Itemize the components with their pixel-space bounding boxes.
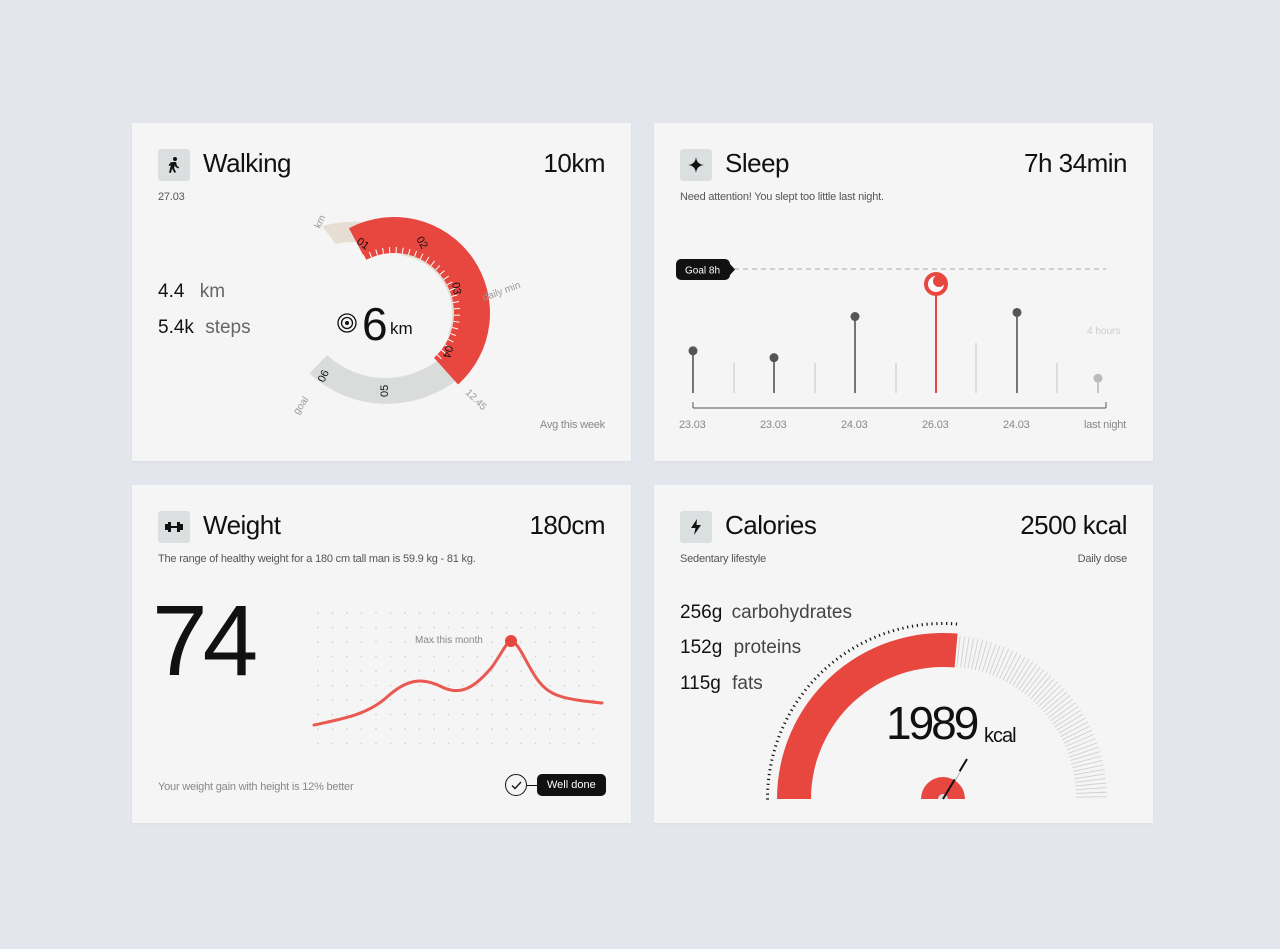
walking-goal-arc — [309, 355, 465, 404]
well-done-label: Well done — [537, 774, 606, 796]
well-done-badge[interactable]: Well done — [505, 774, 606, 796]
walking-stat-km: 4.4 km — [158, 281, 225, 303]
walking-stat-steps-value: 5.4k — [158, 317, 194, 338]
sleep-date-4: 24.03 — [1003, 419, 1030, 431]
weight-footer: Your weight gain with height is 12% bett… — [158, 781, 354, 793]
walking-tick-04: 04 — [440, 344, 455, 359]
walking-date: 27.03 — [158, 191, 185, 203]
walking-tick-03: 03 — [449, 281, 463, 295]
calories-card: Calories 2500 kcal Sedentary lifestyle D… — [654, 485, 1153, 823]
macro-proteins-value: 152g — [680, 637, 723, 658]
sleep-subtitle: Need attention! You slept too little las… — [680, 191, 884, 203]
weight-chart: Max this month — [312, 612, 604, 745]
sleep-chart: Goal 8h 4 hours — [676, 259, 1120, 409]
macro-proteins-label: proteins — [733, 637, 802, 658]
sleep-point — [769, 353, 779, 363]
walking-label-km: km — [313, 214, 329, 231]
calories-gauge-arc — [777, 633, 958, 799]
walking-stat-km-unit: km — [199, 281, 226, 302]
target-icon — [337, 313, 357, 333]
sleep-date-2: 24.03 — [841, 419, 868, 431]
walking-stat-steps-unit: steps — [205, 317, 251, 338]
calories-gauge-unit: kcal — [984, 725, 1016, 747]
walking-dial: 01 02 03 04 05 06 km daily min goal 12.4… — [291, 214, 522, 417]
macro-fats: 115g fats — [680, 673, 763, 695]
lightning-icon — [680, 511, 712, 543]
sleep-title: Sleep — [725, 148, 790, 178]
sleep-hint-4-hours: 4 hours — [1087, 326, 1120, 337]
weight-big-value: 74 — [152, 585, 258, 697]
walking-tick-05: 05 — [379, 385, 391, 397]
sleep-goal-badge: Goal 8h — [676, 259, 735, 280]
calories-title: Calories — [725, 510, 817, 540]
walking-tick-02: 02 — [413, 235, 430, 252]
macro-carbohydrates: 256g carbohydrates — [680, 602, 852, 624]
walking-stat-km-value: 4.4 — [158, 281, 185, 302]
calories-daily-dose-label: Daily dose — [1077, 553, 1128, 565]
calories-gauge: 1989 kcal — [766, 622, 1107, 800]
calories-gauge-ticks — [766, 622, 1107, 800]
sleep-goal-label: Goal 8h — [685, 266, 720, 277]
weight-curve — [312, 639, 604, 727]
sleep-date-labels: 23.03 23.03 24.03 26.03 24.03 last night — [654, 419, 1153, 433]
calories-daily-value: 2500 kcal — [1020, 510, 1127, 540]
macro-fats-label: fats — [732, 673, 763, 694]
sleep-date-1: 23.03 — [760, 419, 787, 431]
calories-subtitle: Sedentary lifestyle — [680, 553, 767, 565]
macro-fats-value: 115g — [680, 673, 721, 694]
sleep-card: Sleep 7h 34min Need attention! You slept… — [654, 123, 1153, 461]
walking-center-value: 6 — [362, 298, 386, 350]
walking-center-unit: km — [390, 319, 413, 338]
walking-tick-06: 06 — [316, 368, 332, 384]
walking-card: Walking 10km 27.03 4.4 km 5.4k steps 01 … — [132, 123, 631, 461]
macro-proteins: 152g proteins — [680, 637, 801, 659]
weight-card: Weight 180cm The range of healthy weight… — [132, 485, 631, 823]
check-icon — [505, 774, 527, 796]
weight-title: Weight — [203, 510, 281, 540]
sleep-point — [1093, 373, 1103, 383]
walking-label-time: 12.45 — [463, 387, 489, 413]
walking-label-daily-min: daily min — [481, 280, 522, 304]
weight-dot-grid — [317, 612, 595, 745]
sleep-date-3: 26.03 — [922, 419, 949, 431]
macro-carbohydrates-label: carbohydrates — [731, 602, 852, 623]
sleep-date-0: 23.03 — [679, 419, 706, 431]
walking-title: Walking — [203, 148, 292, 178]
sparkle-icon — [680, 149, 712, 181]
weight-max-point — [505, 635, 517, 647]
sleep-duration-value: 7h 34min — [1024, 148, 1127, 178]
calories-gauge-value: 1989 — [886, 697, 978, 749]
walking-tick-01: 01 — [354, 236, 371, 253]
walking-footer: Avg this week — [539, 419, 605, 431]
dumbbell-icon — [158, 511, 190, 543]
walking-stat-steps: 5.4k steps — [158, 317, 251, 339]
weight-height-value: 180cm — [529, 510, 605, 540]
walking-progress-arc — [348, 216, 491, 385]
sleep-date-5: last night — [1084, 419, 1127, 431]
walking-distance-value: 10km — [543, 148, 605, 178]
weight-chart-label: Max this month — [415, 635, 483, 646]
macro-carbohydrates-value: 256g — [680, 602, 723, 623]
sleep-point — [1012, 307, 1022, 317]
walking-icon — [158, 149, 190, 181]
sleep-point — [688, 346, 698, 356]
walking-inner-ring — [336, 255, 452, 371]
walking-minor-ticks — [362, 247, 460, 360]
walking-label-goal: goal — [291, 395, 311, 417]
weight-subtitle: The range of healthy weight for a 180 cm… — [158, 553, 476, 565]
sleep-point — [850, 312, 860, 322]
